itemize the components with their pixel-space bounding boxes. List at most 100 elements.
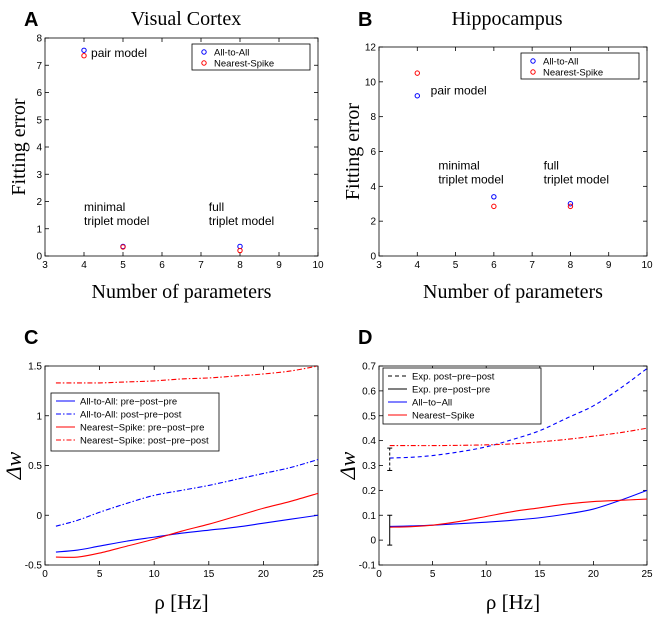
x-tick-label-B-6: 9 bbox=[606, 260, 612, 271]
legend-label-C-3: Nearest−Spike: post−pre−post bbox=[80, 436, 209, 447]
panel-title-b: Hippocampus bbox=[451, 8, 562, 30]
x-tick-label-A-6: 9 bbox=[276, 260, 282, 271]
legend-label-A-0: All-to-All bbox=[214, 48, 249, 59]
y-tick-label-A-8: 8 bbox=[36, 34, 42, 45]
series-line-D-3 bbox=[389, 427, 648, 447]
legend-label-C-1: All-to-All: post−pre−post bbox=[80, 410, 182, 421]
legend-label-D-3: Nearest−Spike bbox=[412, 411, 475, 422]
legend-box-B bbox=[520, 52, 640, 80]
point-B-1-0 bbox=[414, 70, 420, 76]
legend-label-D-0: Exp. post−pre−post bbox=[412, 372, 495, 383]
panel-letter-b: B bbox=[358, 9, 372, 31]
y-tick-label-D-7: 0.6 bbox=[362, 386, 376, 397]
x-tick-label-C-3: 15 bbox=[203, 569, 215, 580]
series-line-C-1 bbox=[55, 459, 319, 527]
y-tick-label-A-3: 3 bbox=[36, 170, 42, 181]
y-tick-label-A-2: 2 bbox=[36, 197, 42, 208]
legend-label-A-1: Nearest-Spike bbox=[214, 59, 274, 70]
legend-label-B-1: Nearest-Spike bbox=[543, 68, 603, 79]
x-tick-label-B-5: 8 bbox=[568, 260, 574, 271]
y-tick-label-D-6: 0.5 bbox=[362, 411, 376, 422]
panel-c-chart: 0 5 10 15 20 25-0.500.511.5ρ [Hz]ΔwAll-to-All… bbox=[1, 362, 324, 615]
point-B-0-2 bbox=[567, 201, 574, 207]
x-tick-label-C-5: 25 bbox=[312, 569, 324, 580]
x-tick-label-C-1: 5 bbox=[97, 569, 103, 580]
legend-label-D-1: Exp. pre−post−pre bbox=[412, 385, 490, 396]
y-tick-label-B-3: 6 bbox=[370, 147, 376, 158]
legend-label-C-2: Nearest−Spike: pre−post−pre bbox=[80, 423, 204, 434]
legend-box-A bbox=[191, 43, 311, 71]
panel-letter-c: C bbox=[24, 327, 38, 349]
y-tick-label-D-3: 0.2 bbox=[362, 486, 376, 497]
panel-a-chart: 3 4 5 6 7 8 9 10 0 1 2 3 4 5 6 7 8 Number of parameters Fi… bbox=[8, 34, 324, 304]
y-tick-label-A-6: 6 bbox=[36, 88, 42, 99]
annotation-A-1-1: triplet model bbox=[84, 214, 149, 228]
y-axis-label-B: Fitting error bbox=[342, 103, 364, 201]
panel-title-a: Visual Cortex bbox=[131, 8, 241, 30]
x-tick-label-D-0: 0 bbox=[376, 569, 382, 580]
legend-label-D-2: All−to−All bbox=[412, 398, 452, 409]
x-tick-label-A-5: 8 bbox=[237, 260, 243, 271]
x-tick-label-B-2: 5 bbox=[453, 260, 459, 271]
series-line-D-1 bbox=[389, 368, 648, 459]
annotation-A-0-0: pair model bbox=[91, 46, 147, 60]
annotation-A-1-0: minimal bbox=[84, 200, 125, 214]
y-tick-label-C-2: 0.5 bbox=[28, 461, 42, 472]
y-tick-label-C-1: 0 bbox=[36, 511, 42, 522]
x-tick-label-A-7: 10 bbox=[312, 260, 324, 271]
y-tick-label-B-0: 0 bbox=[370, 252, 376, 263]
annotation-B-1-1: triplet model bbox=[438, 172, 503, 186]
legend-label-C-0: All-to-All: pre−post−pre bbox=[80, 397, 177, 408]
x-tick-label-D-4: 20 bbox=[588, 569, 600, 580]
y-tick-label-B-2: 4 bbox=[370, 182, 376, 193]
x-tick-label-C-4: 20 bbox=[258, 569, 270, 580]
x-axis-label-C: ρ [Hz] bbox=[154, 590, 208, 614]
annotation-A-2-1: triplet model bbox=[209, 214, 274, 228]
x-tick-label-B-4: 7 bbox=[529, 260, 535, 271]
panel-b-chart: 3 4 5 6 7 8 9 10 0 2 4 6 8 10 12 Number of parameters Fi… bbox=[342, 43, 653, 304]
x-tick-label-A-4: 7 bbox=[198, 260, 204, 271]
y-tick-label-A-0: 0 bbox=[36, 252, 42, 263]
y-tick-label-A-4: 4 bbox=[36, 143, 42, 154]
x-tick-label-A-2: 5 bbox=[120, 260, 126, 271]
y-tick-label-C-0: -0.5 bbox=[25, 561, 43, 572]
y-tick-label-B-4: 8 bbox=[370, 112, 376, 123]
legend-label-B-0: All-to-All bbox=[543, 57, 578, 68]
point-A-1-2 bbox=[237, 247, 243, 254]
x-tick-label-C-2: 10 bbox=[149, 569, 161, 580]
y-tick-label-C-4: 1.5 bbox=[28, 362, 42, 373]
series-line-D-0 bbox=[389, 489, 648, 527]
panel-d-chart: 0 5 10 15 20 25-0.100.10.20.30.40.50.60.7ρ [H… bbox=[335, 362, 653, 615]
point-A-0-0 bbox=[81, 47, 87, 53]
y-tick-label-D-0: -0.1 bbox=[359, 561, 377, 572]
legend-marker-B-0 bbox=[530, 58, 536, 64]
point-B-1-2 bbox=[567, 203, 574, 210]
series-line-C-0 bbox=[55, 514, 319, 553]
annotation-B-2-0: full bbox=[544, 158, 559, 172]
x-tick-label-D-2: 10 bbox=[481, 569, 493, 580]
panel-letter-d: D bbox=[358, 327, 372, 349]
y-tick-label-D-8: 0.7 bbox=[362, 362, 376, 373]
x-tick-label-D-5: 25 bbox=[641, 569, 653, 580]
point-B-1-1 bbox=[491, 203, 497, 210]
y-tick-label-A-5: 5 bbox=[36, 115, 42, 126]
x-tick-label-D-1: 5 bbox=[430, 569, 436, 580]
x-tick-label-B-3: 6 bbox=[491, 260, 497, 271]
point-A-1-0 bbox=[81, 53, 87, 59]
x-tick-label-B-7: 10 bbox=[641, 260, 653, 271]
point-B-0-0 bbox=[414, 93, 420, 99]
x-tick-label-B-1: 4 bbox=[415, 260, 421, 271]
y-axis-label-A: Fitting error bbox=[8, 98, 30, 196]
legend-marker-A-0 bbox=[201, 49, 207, 55]
y-tick-label-D-4: 0.3 bbox=[362, 461, 376, 472]
x-tick-label-C-0: 0 bbox=[42, 569, 48, 580]
y-tick-label-A-1: 1 bbox=[36, 224, 42, 235]
legend-box-D bbox=[382, 367, 542, 425]
x-tick-label-A-0: 3 bbox=[42, 260, 48, 271]
x-axis-label-B: Number of parameters bbox=[423, 281, 603, 303]
x-axis-label-D: ρ [Hz] bbox=[486, 590, 540, 614]
y-tick-label-D-2: 0.1 bbox=[362, 511, 376, 522]
y-tick-label-D-5: 0.4 bbox=[362, 436, 376, 447]
point-A-1-1 bbox=[120, 244, 126, 250]
